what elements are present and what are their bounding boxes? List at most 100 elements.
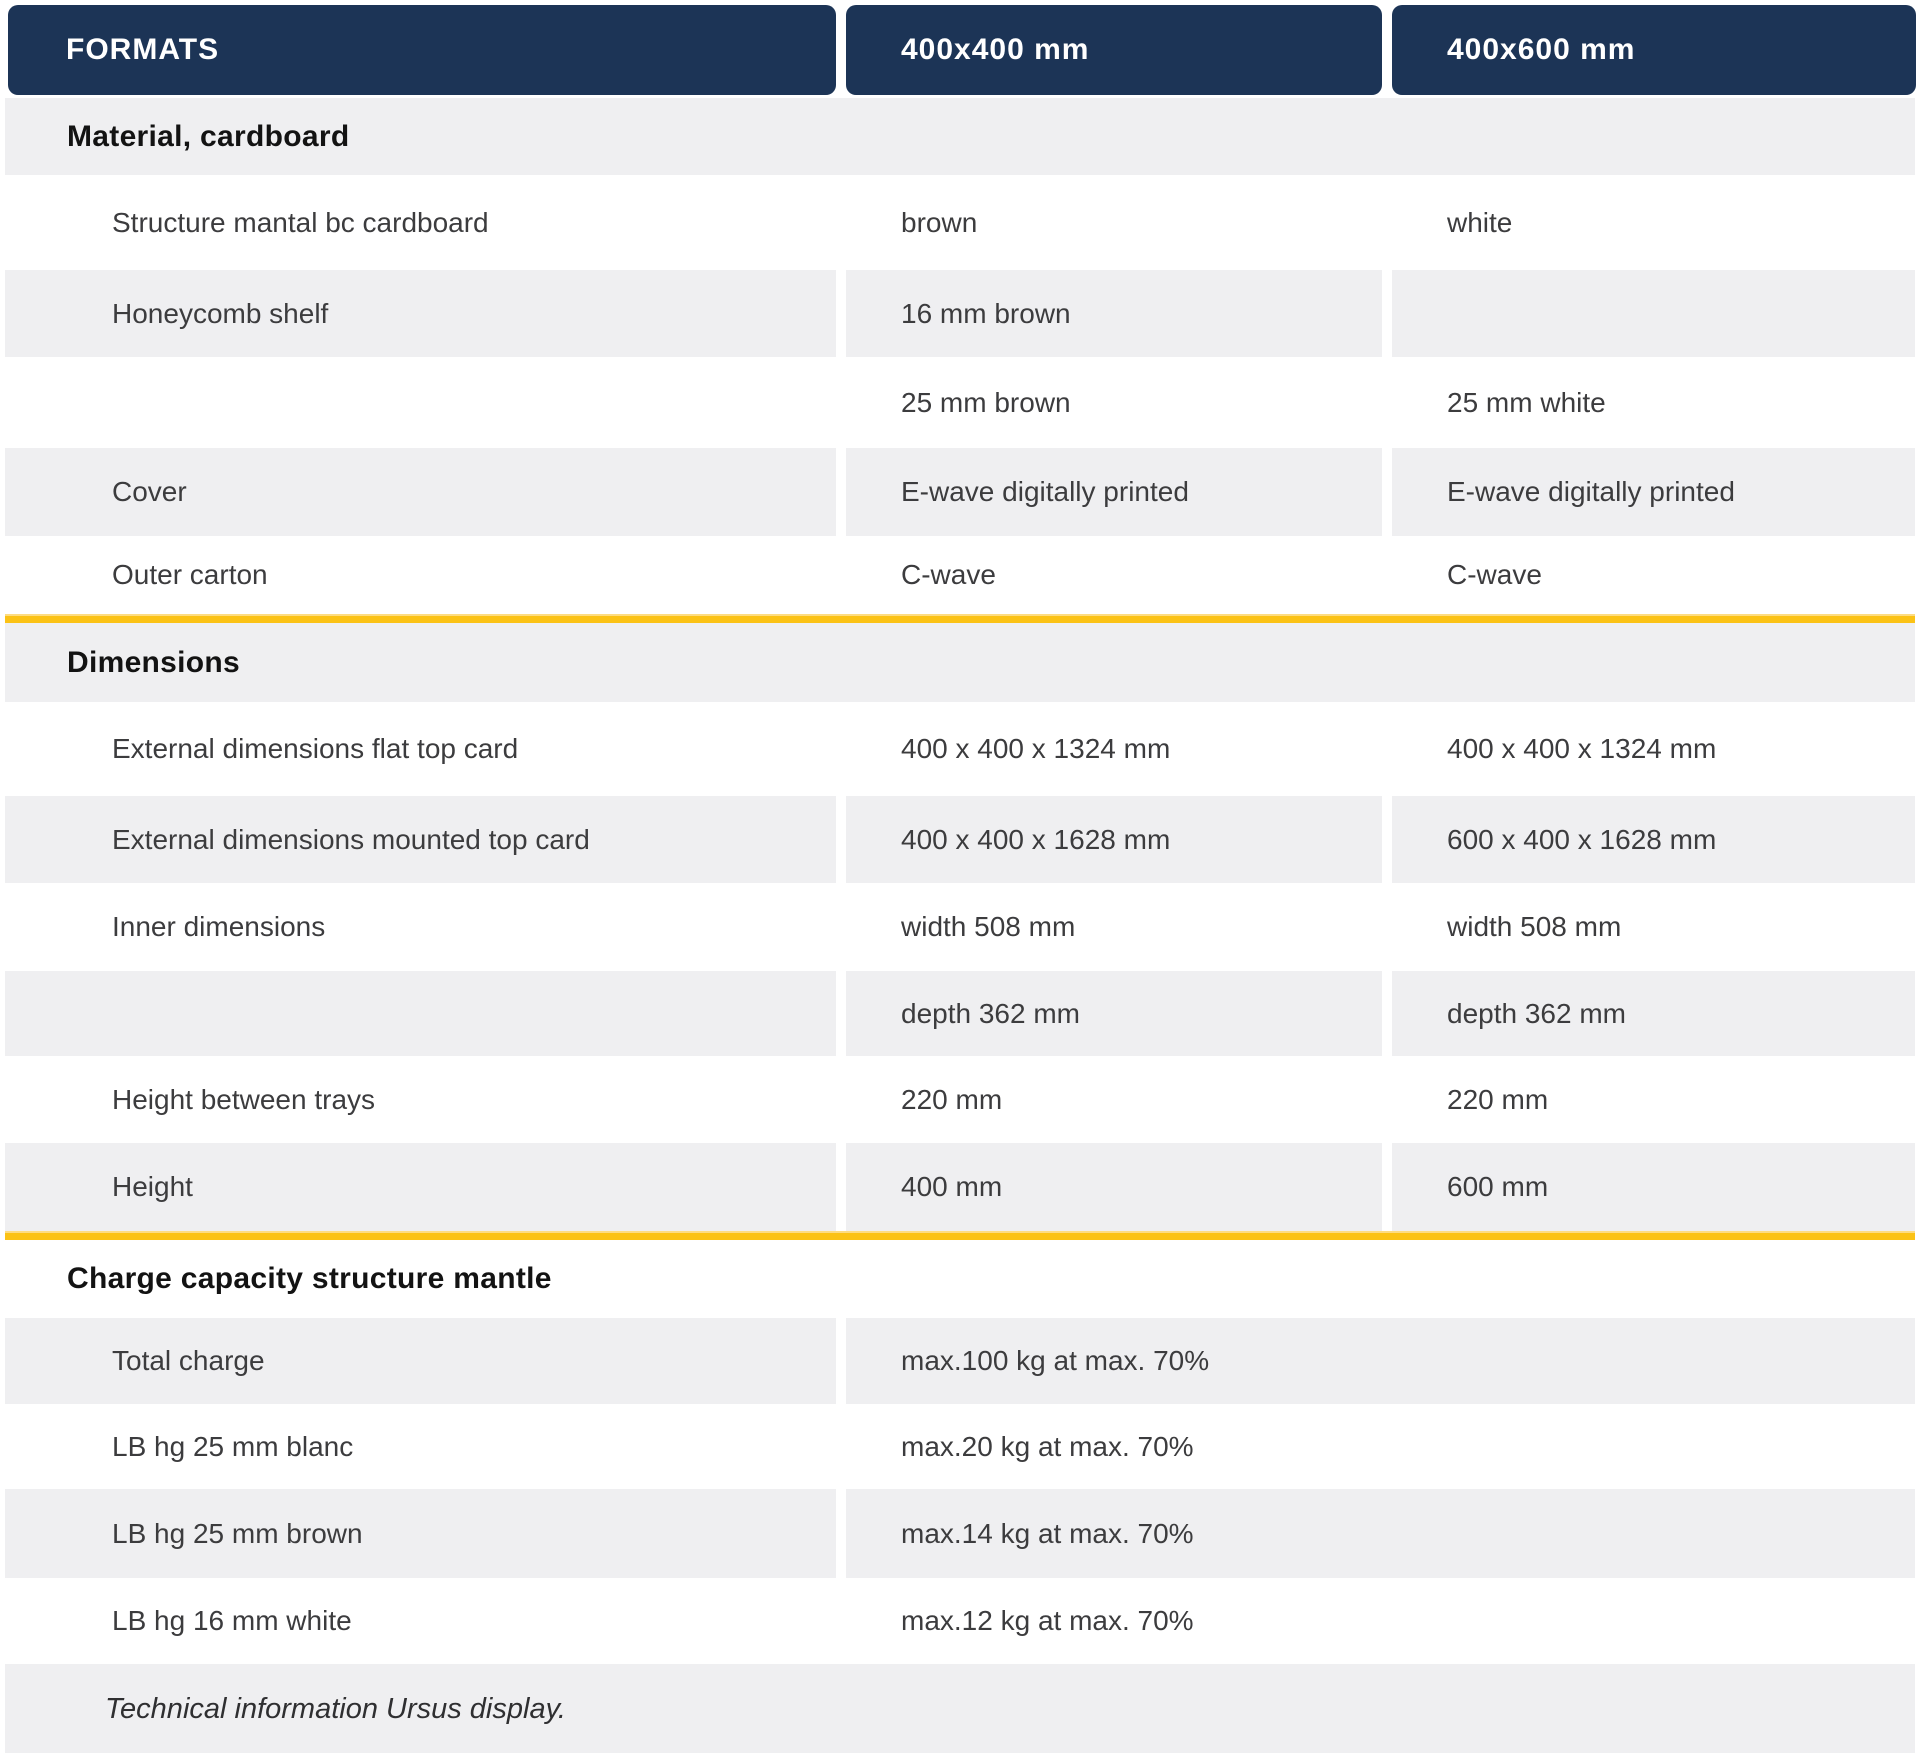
row-label-cell bbox=[5, 357, 836, 448]
row-label-cell: Inner dimensions bbox=[5, 883, 836, 971]
table-row-height-between-trays: Height between trays 220 mm 220 mm bbox=[0, 1056, 1920, 1143]
row-label: External dimensions mounted top card bbox=[112, 823, 590, 855]
formats-header-label: FORMATS bbox=[66, 33, 220, 66]
row-value-cell-400x400: depth 362 mm bbox=[846, 971, 1382, 1056]
row-value: 220 mm bbox=[901, 1083, 1003, 1115]
row-label-cell bbox=[5, 971, 836, 1056]
section-header-material: Material, cardboard bbox=[0, 98, 1920, 175]
row-value-cell-400x600: depth 362 mm bbox=[1392, 971, 1915, 1056]
row-value: 400 x 400 x 1628 mm bbox=[901, 823, 1171, 855]
header-cell-400x600: 400x600 mm bbox=[1392, 5, 1916, 95]
row-value: width 508 mm bbox=[901, 911, 1076, 942]
row-label-cell: LB hg 25 mm blanc bbox=[5, 1404, 836, 1489]
row-label: Total charge bbox=[112, 1345, 265, 1376]
row-value-cell-400x400: 400 x 400 x 1324 mm bbox=[846, 702, 1382, 796]
row-value: 400 mm bbox=[901, 1171, 1003, 1202]
row-label: LB hg 25 mm blanc bbox=[112, 1430, 354, 1462]
section-divider bbox=[5, 1231, 1915, 1240]
row-value-cell: max.100 kg at max. 70% bbox=[846, 1318, 1915, 1404]
row-value: 400 x 400 x 1324 mm bbox=[901, 733, 1171, 764]
row-value: 600 x 400 x 1628 mm bbox=[1447, 823, 1717, 855]
row-value: C-wave bbox=[1447, 559, 1542, 590]
row-value-cell-400x600: 600 x 400 x 1628 mm bbox=[1392, 796, 1915, 883]
row-value-cell-400x600: 600 mm bbox=[1392, 1143, 1915, 1231]
row-value: depth 362 mm bbox=[1447, 997, 1626, 1029]
format-400x600-header-label: 400x600 mm bbox=[1447, 33, 1636, 66]
row-label-cell: Height between trays bbox=[5, 1056, 836, 1143]
row-value-cell-400x400: 16 mm brown bbox=[846, 270, 1382, 357]
table-row-height: Height 400 mm 600 mm bbox=[0, 1143, 1920, 1231]
row-value: depth 362 mm bbox=[901, 997, 1080, 1029]
row-value-cell: max.14 kg at max. 70% bbox=[846, 1489, 1915, 1578]
row-label: Structure mantal bc cardboard bbox=[112, 206, 489, 238]
section-header-charge-capacity: Charge capacity structure mantle bbox=[0, 1240, 1920, 1318]
table-row-honeycomb-shelf: Honeycomb shelf 16 mm brown bbox=[0, 270, 1920, 357]
row-label-cell: External dimensions mounted top card bbox=[5, 796, 836, 883]
row-value: max.12 kg at max. 70% bbox=[901, 1605, 1194, 1636]
footer-band: Technical information Ursus display. bbox=[5, 1664, 1915, 1753]
row-value-cell-400x400: C-wave bbox=[846, 536, 1382, 614]
row-label-cell: Cover bbox=[5, 448, 836, 536]
row-value: max.100 kg at max. 70% bbox=[901, 1345, 1210, 1376]
row-value: 220 mm bbox=[1447, 1083, 1549, 1115]
table-row-lb-hg-25mm-brown: LB hg 25 mm brown max.14 kg at max. 70% bbox=[0, 1489, 1920, 1578]
row-label: External dimensions flat top card bbox=[112, 733, 519, 764]
row-value: max.14 kg at max. 70% bbox=[901, 1517, 1194, 1549]
section-title: Material, cardboard bbox=[67, 119, 350, 153]
row-value-cell-400x400: 400 mm bbox=[846, 1143, 1382, 1231]
row-label-cell: Structure mantal bc cardboard bbox=[5, 175, 836, 270]
table-row-inner-dimensions: Inner dimensions width 508 mm width 508 … bbox=[0, 883, 1920, 971]
section-band: Material, cardboard bbox=[5, 98, 1915, 175]
row-label: Cover bbox=[112, 476, 187, 507]
row-label: Height between trays bbox=[112, 1083, 376, 1115]
row-value: 25 mm white bbox=[1447, 386, 1606, 418]
section-band: Dimensions bbox=[5, 623, 1915, 702]
row-value-cell-400x400: 25 mm brown bbox=[846, 357, 1382, 448]
row-value: E-wave digitally printed bbox=[1447, 476, 1735, 507]
table-row-cover: Cover E-wave digitally printed E-wave di… bbox=[0, 448, 1920, 536]
row-label: Outer carton bbox=[112, 559, 268, 590]
table-row-lb-hg-16mm-white: LB hg 16 mm white max.12 kg at max. 70% bbox=[0, 1578, 1920, 1664]
row-label: Height bbox=[112, 1171, 193, 1202]
row-value-cell: max.20 kg at max. 70% bbox=[846, 1404, 1915, 1489]
row-value-cell-400x600: 400 x 400 x 1324 mm bbox=[1392, 702, 1915, 796]
row-label-cell: Honeycomb shelf bbox=[5, 270, 836, 357]
table-row-total-charge: Total charge max.100 kg at max. 70% bbox=[0, 1318, 1920, 1404]
section-title: Dimensions bbox=[67, 645, 241, 679]
header-gap bbox=[0, 95, 1920, 98]
table-row-ext-dim-flat: External dimensions flat top card 400 x … bbox=[0, 702, 1920, 796]
row-value: 16 mm brown bbox=[901, 297, 1071, 329]
row-value: 600 mm bbox=[1447, 1171, 1549, 1202]
table-row-ext-dim-mounted: External dimensions mounted top card 400… bbox=[0, 796, 1920, 883]
row-value-cell-400x400: brown bbox=[846, 175, 1382, 270]
row-value: white bbox=[1447, 206, 1513, 238]
row-value-cell-400x600: E-wave digitally printed bbox=[1392, 448, 1915, 536]
row-value: 400 x 400 x 1324 mm bbox=[1447, 733, 1717, 764]
section-header-dimensions: Dimensions bbox=[0, 623, 1920, 702]
row-value-cell-400x400: width 508 mm bbox=[846, 883, 1382, 971]
table-row-lb-hg-25mm-blanc: LB hg 25 mm blanc max.20 kg at max. 70% bbox=[0, 1404, 1920, 1489]
row-label: Inner dimensions bbox=[112, 911, 326, 942]
row-label-cell: External dimensions flat top card bbox=[5, 702, 836, 796]
row-label-cell: Height bbox=[5, 1143, 836, 1231]
footer-row: Technical information Ursus display. bbox=[0, 1664, 1920, 1753]
header-row: FORMATS 400x400 mm 400x600 mm bbox=[0, 5, 1920, 95]
row-value: max.20 kg at max. 70% bbox=[901, 1430, 1194, 1462]
row-label: Honeycomb shelf bbox=[112, 297, 329, 329]
row-value: C-wave bbox=[901, 559, 996, 590]
table-row-outer-carton: Outer carton C-wave C-wave bbox=[0, 536, 1920, 614]
row-value-cell-400x400: E-wave digitally printed bbox=[846, 448, 1382, 536]
row-value: brown bbox=[901, 206, 978, 238]
format-400x400-header-label: 400x400 mm bbox=[901, 33, 1090, 66]
row-value-cell-400x600: 25 mm white bbox=[1392, 357, 1915, 448]
row-label-cell: Outer carton bbox=[5, 536, 836, 614]
row-value-cell-400x600: white bbox=[1392, 175, 1915, 270]
row-value-cell-400x600: 220 mm bbox=[1392, 1056, 1915, 1143]
row-label: LB hg 25 mm brown bbox=[112, 1517, 363, 1549]
section-divider bbox=[5, 614, 1915, 623]
row-value: width 508 mm bbox=[1447, 911, 1622, 942]
header-cell-formats: FORMATS bbox=[8, 5, 836, 95]
table-row-inner-depth: depth 362 mm depth 362 mm bbox=[0, 971, 1920, 1056]
row-value: E-wave digitally printed bbox=[901, 476, 1189, 507]
